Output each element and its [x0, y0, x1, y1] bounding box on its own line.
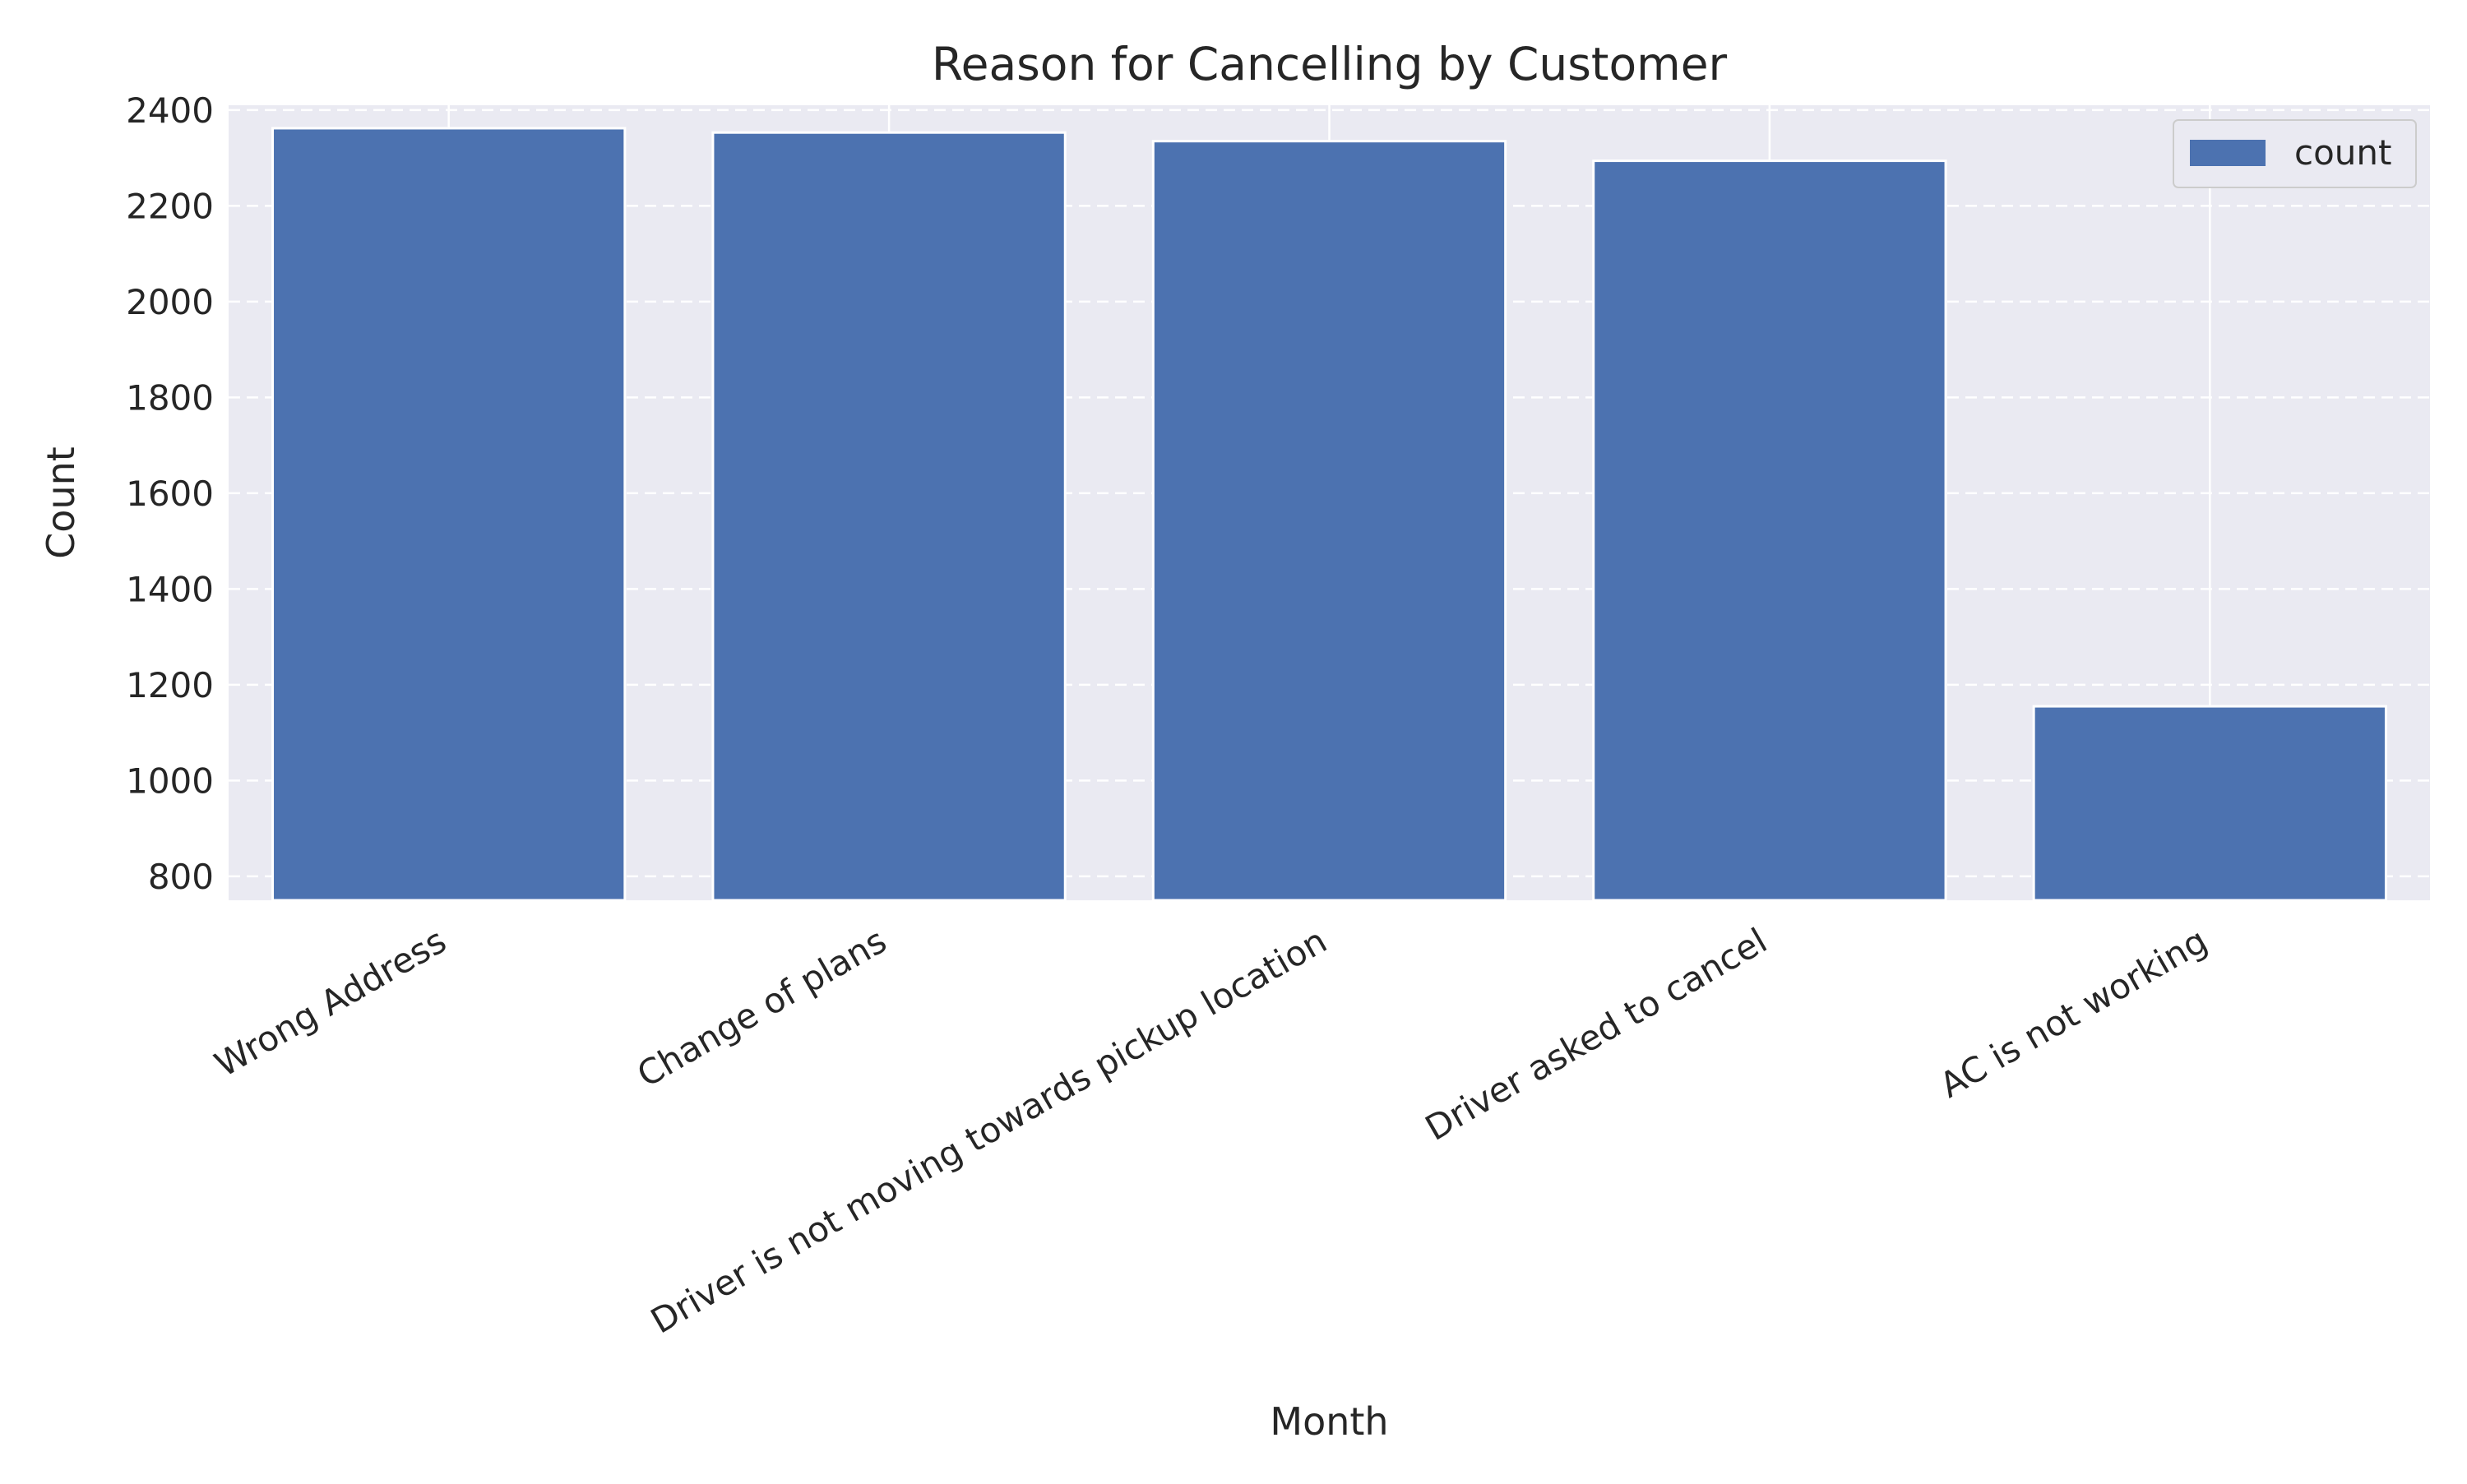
x-tick-label: Change of plans: [631, 920, 893, 1095]
y-tick-label: 2400: [126, 90, 214, 131]
bars: [271, 127, 2387, 902]
legend-swatch: [2190, 140, 2266, 166]
bar: [711, 131, 1067, 902]
legend-box: [2173, 119, 2417, 188]
x-tick-label: Driver is not moving towards pickup loca…: [644, 920, 1333, 1341]
y-tick-label: 1600: [126, 474, 214, 514]
x-axis-title: Month: [1270, 1399, 1388, 1444]
bar: [1151, 140, 1507, 902]
x-tick-label: Driver asked to cancel: [1419, 920, 1774, 1149]
y-tick-label: 1200: [126, 665, 214, 705]
bar: [1592, 159, 1947, 902]
y-tick-label: 1800: [126, 377, 214, 418]
y-tick-label: 800: [148, 857, 214, 897]
y-tick-label: 1400: [126, 569, 214, 609]
y-tick-label: 2000: [126, 282, 214, 322]
y-tick-label: 2200: [126, 186, 214, 226]
y-axis-ticks: 800 1000 1200 1400 1600 1800 2000 2200 2400: [126, 90, 214, 897]
x-tick-label: Wrong Address: [208, 920, 453, 1084]
y-tick-label: 1000: [126, 760, 214, 801]
x-tick-label: AC is not working: [1933, 920, 2215, 1106]
y-axis-title: Count: [39, 446, 83, 559]
chart-title: Reason for Cancelling by Customer: [932, 38, 1728, 90]
bar: [271, 127, 627, 902]
legend-label: count: [2294, 132, 2392, 173]
legend: count: [2173, 119, 2417, 188]
bar: [2032, 705, 2387, 902]
